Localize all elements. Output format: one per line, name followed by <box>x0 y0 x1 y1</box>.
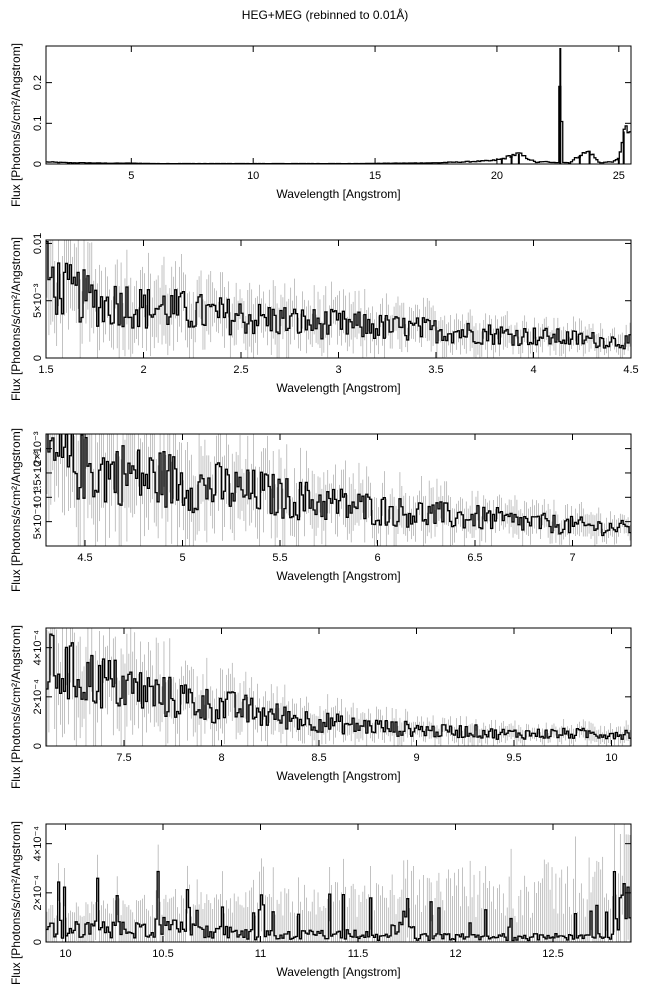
x-axis-label: Wavelength [Angstrom] <box>276 187 400 201</box>
x-tick-label: 2.5 <box>233 364 248 376</box>
y-tick-label: 5×10⁻⁴ <box>32 504 44 540</box>
y-tick-label: 0.01 <box>32 233 44 254</box>
y-axis-label: Flux [Photons/s/cm²/Angstrom] <box>9 43 23 207</box>
panel-5: 10 10.5 11 11.5 12 12.5 0 2×10⁻⁴ 4×10⁻⁴ Wavelengt… <box>9 821 632 985</box>
x-tick-label: 8.5 <box>311 752 326 764</box>
series-line <box>46 870 631 942</box>
y-tick-label: 4×10⁻⁴ <box>32 826 44 862</box>
panel-1: 5 10 15 20 25 0 0.1 0.2 Wavelength [Angstrom] Flu… <box>9 43 632 207</box>
y-tick-label: 4×10⁻⁴ <box>32 630 44 666</box>
x-axis-label: Wavelength [Angstrom] <box>276 769 400 783</box>
y-axis-label: Flux [Photons/s/cm²/Angstrom] <box>9 237 23 401</box>
panel-3: 4.5 5 5.5 6 6.5 7 5×10⁻⁴10⁻³1.5×10⁻³2×10⁻³ Wave… <box>9 428 632 592</box>
plot-frame <box>45 433 632 547</box>
x-tick-label: 11 <box>255 948 266 960</box>
x-tick-label: 9.5 <box>506 752 521 764</box>
panel-4: 7.5 8 8.5 9 9.5 10 0 2×10⁻⁴ 4×10⁻⁴ Wavelength [An… <box>9 625 632 789</box>
data-series <box>46 628 631 746</box>
y-tick-label: 5×10⁻³ <box>32 283 44 318</box>
x-tick-label: 5 <box>128 170 134 182</box>
x-tick-label: 9 <box>413 752 419 764</box>
x-tick-label: 5 <box>179 552 185 564</box>
y-tick-label: 2×10⁻⁴ <box>32 679 44 715</box>
error-bars <box>46 240 631 358</box>
x-axis-label: Wavelength [Angstrom] <box>276 381 400 395</box>
x-tick-label: 3 <box>335 364 341 376</box>
y-tick-label: 0 <box>32 743 44 749</box>
plot-frame <box>45 823 632 943</box>
series-line <box>47 434 631 537</box>
x-tick-label: 25 <box>613 170 625 182</box>
x-tick-label: 5.5 <box>272 552 287 564</box>
x-tick-label: 6.5 <box>467 552 482 564</box>
x-tick-label: 1.5 <box>38 364 53 376</box>
series-line <box>46 241 631 350</box>
y-tick-label: 1.5×10⁻³ <box>32 451 44 495</box>
y-axis-label: Flux [Photons/s/cm²/Angstrom] <box>9 625 23 789</box>
x-axis-label: Wavelength [Angstrom] <box>276 569 400 583</box>
x-tick-label: 10.5 <box>152 948 173 960</box>
y-tick-label: 0.1 <box>32 116 44 131</box>
x-tick-label: 11.5 <box>348 948 369 960</box>
x-tick-label: 15 <box>369 170 381 182</box>
x-tick-label: 4.5 <box>623 364 638 376</box>
y-axis-label: Flux [Photons/s/cm²/Angstrom] <box>9 821 23 985</box>
data-series <box>46 434 631 546</box>
y-tick-label: 0 <box>32 355 44 361</box>
y-tick-label: 2×10⁻⁴ <box>32 875 44 911</box>
x-tick-label: 3.5 <box>428 364 443 376</box>
error-bars <box>46 824 631 942</box>
x-axis-label: Wavelength [Angstrom] <box>276 965 400 979</box>
x-tick-label: 4.5 <box>77 552 92 564</box>
y-tick-label: 2×10⁻³ <box>32 431 44 466</box>
x-tick-label: 10 <box>247 170 259 182</box>
plot-frame <box>45 239 632 359</box>
y-tick-label: 0.2 <box>32 75 44 90</box>
x-tick-label: 10 <box>605 752 617 764</box>
x-tick-label: 12 <box>449 948 461 960</box>
x-tick-label: 20 <box>491 170 503 182</box>
plot-frame <box>45 627 632 747</box>
data-series <box>46 48 631 164</box>
y-tick-label: 0 <box>32 939 44 945</box>
x-tick-label: 6 <box>374 552 380 564</box>
y-axis-label: Flux [Photons/s/cm²/Angstrom] <box>9 428 23 592</box>
data-series <box>46 824 631 942</box>
y-tick-label: 0 <box>32 161 44 167</box>
error-bars <box>46 434 631 546</box>
y-tick-label: 10⁻³ <box>32 486 44 508</box>
x-tick-label: 12.5 <box>542 948 563 960</box>
x-tick-label: 7 <box>569 552 575 564</box>
x-tick-label: 8 <box>218 752 224 764</box>
plot-frame <box>45 45 632 165</box>
x-tick-label: 10 <box>59 948 71 960</box>
x-tick-label: 7.5 <box>116 752 131 764</box>
data-series <box>46 240 631 358</box>
series-line <box>46 633 631 740</box>
series-line <box>46 85 631 164</box>
panel-2: 1.5 2 2.5 3 3.5 4 4.5 0 5×10⁻³ 0.01 Wavelength [An… <box>9 233 639 401</box>
chart-title: HEG+MEG (rebinned to 0.01Å) <box>241 8 409 22</box>
x-tick-label: 4 <box>530 364 536 376</box>
x-tick-label: 2 <box>140 364 146 376</box>
